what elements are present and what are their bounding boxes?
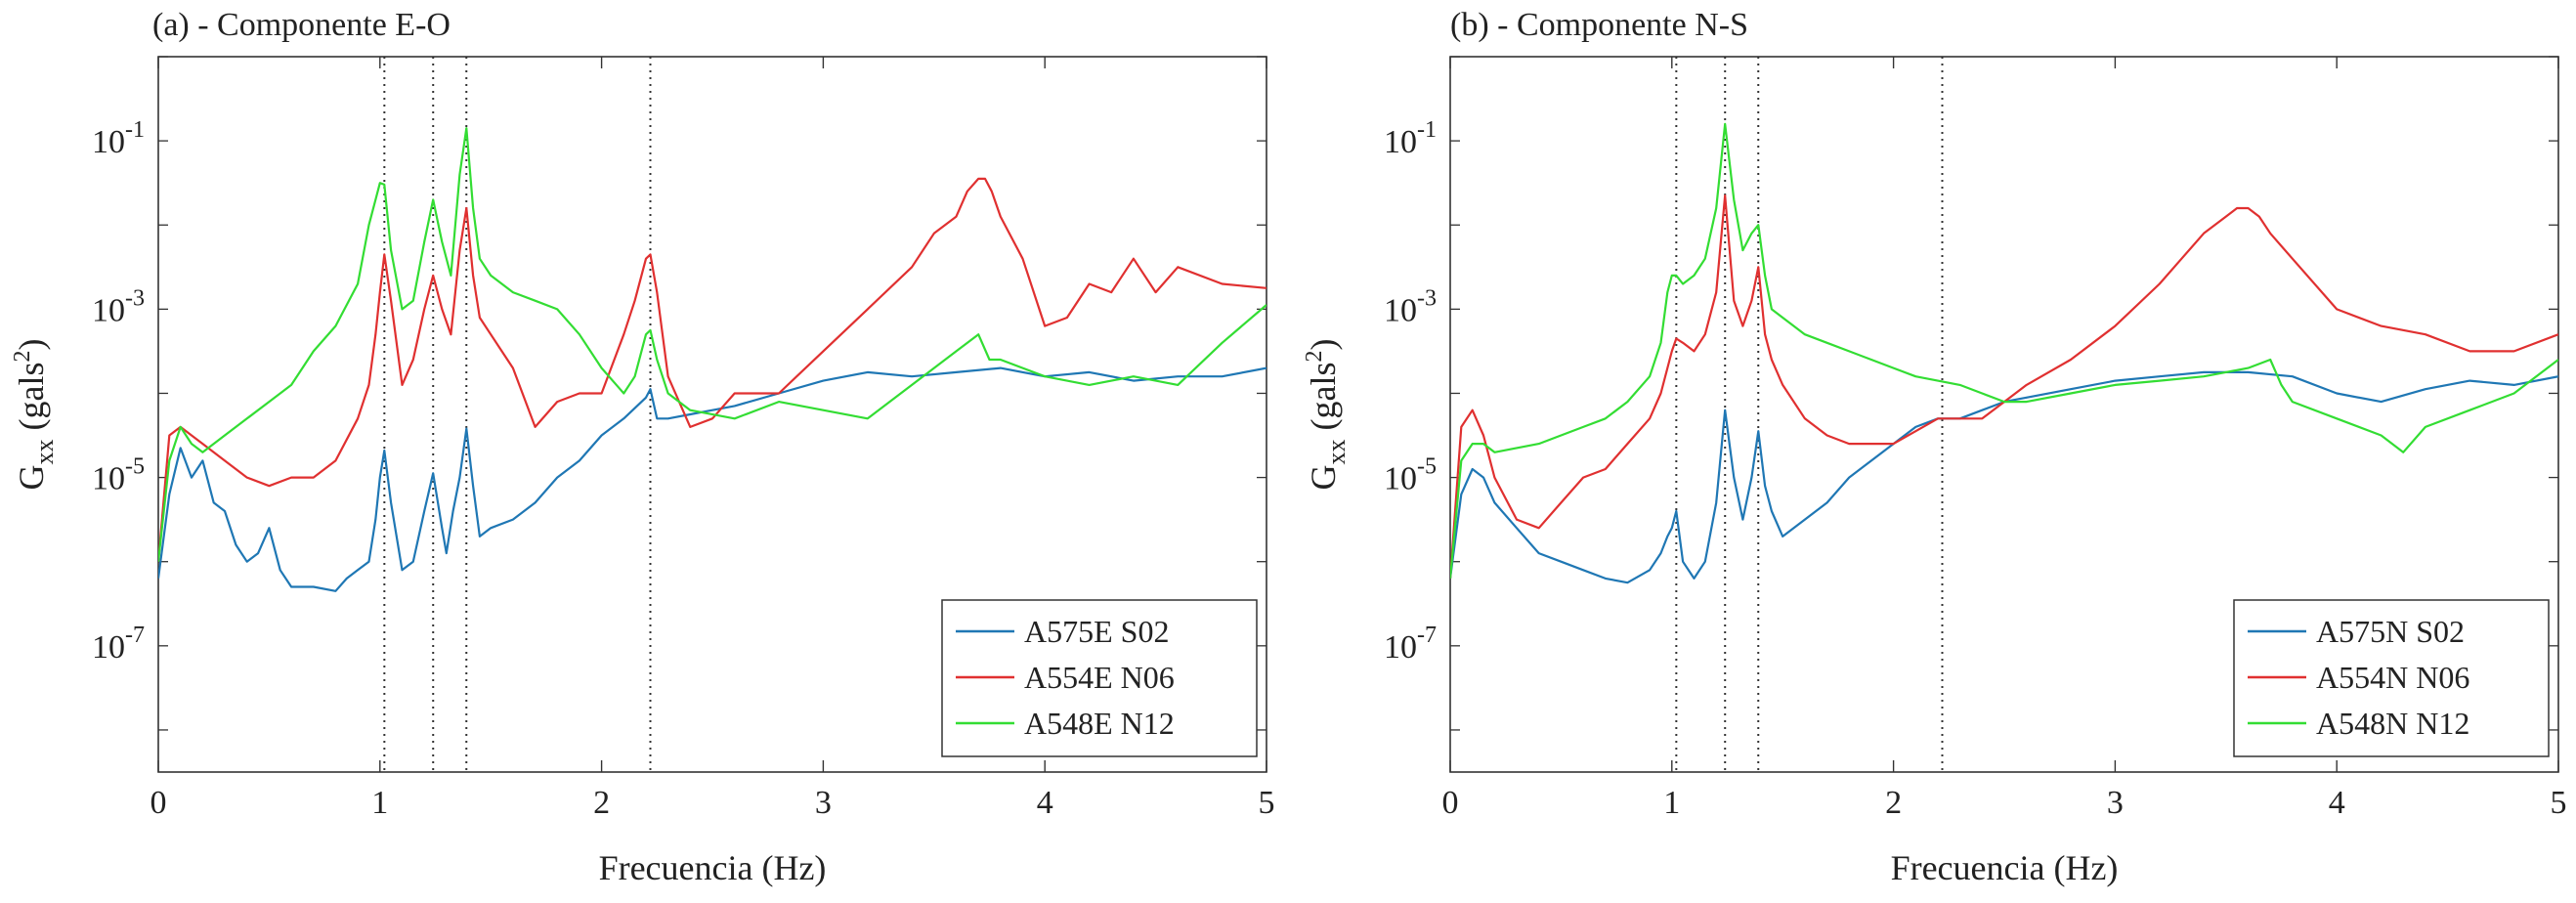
x-tick-label: 2 xyxy=(1885,785,1902,821)
y-axis-label: Gxx (gals2) xyxy=(1302,339,1351,491)
x-tick-label: 0 xyxy=(1442,785,1459,821)
legend-label: A548N N12 xyxy=(2316,706,2469,741)
chart-panel-b: (b) - Componente N-S 0 1 2 3 4 5 10-7 10-5 10-3 10… xyxy=(1302,7,2567,887)
legend-label: A575N S02 xyxy=(2316,614,2465,649)
legend-label: A575E S02 xyxy=(1024,614,1169,649)
y-tick-label: 10-3 xyxy=(92,285,145,328)
legend: A575N S02 A554N N06 A548N N12 xyxy=(2233,599,2550,757)
y-tick-label: 10-7 xyxy=(1384,623,1437,666)
y-tick-label: 10-1 xyxy=(1384,117,1437,160)
series-line-a575e-s02 xyxy=(158,366,1267,592)
chart-title: (a) - Componente E-O xyxy=(152,7,451,43)
x-tick-label: 3 xyxy=(815,785,832,821)
legend-label: A554E N06 xyxy=(1024,660,1175,695)
chart-title: (b) - Componente N-S xyxy=(1450,7,1748,43)
series-line-a554n-n06 xyxy=(1450,194,2558,579)
x-tick-label: 1 xyxy=(371,785,388,821)
y-tick-label: 10-7 xyxy=(92,623,145,666)
plot-frame xyxy=(1449,56,2559,773)
x-tick-label: 5 xyxy=(1259,785,1275,821)
legend-label: A554N N06 xyxy=(2316,660,2469,695)
series-line-a548e-n12 xyxy=(158,127,1267,562)
y-tick-label: 10-5 xyxy=(1384,454,1437,497)
x-tick-label: 3 xyxy=(2107,785,2124,821)
legend: A575E S02 A554E N06 A548E N12 xyxy=(941,599,1258,757)
y-axis-label: Gxx (gals2) xyxy=(10,339,59,491)
x-tick-label: 1 xyxy=(1663,785,1680,821)
y-tick-label: 10-3 xyxy=(1384,285,1437,328)
series-line-a554e-n06 xyxy=(158,177,1267,562)
x-tick-label: 0 xyxy=(150,785,167,821)
x-tick-label: 2 xyxy=(593,785,610,821)
series-line-a575n-s02 xyxy=(1450,370,2558,584)
series-line-a548n-n12 xyxy=(1450,122,2558,580)
x-tick-label: 4 xyxy=(1037,785,1053,821)
plot-frame xyxy=(157,56,1267,773)
x-axis-label: Frecuencia (Hz) xyxy=(1891,848,2119,887)
chart-panel-a: (a) - Componente E-O 0 1 2 3 4 5 10-7 10-5 10-3 10… xyxy=(10,7,1275,887)
x-tick-label: 4 xyxy=(2329,785,2345,821)
y-tick-label: 10-1 xyxy=(92,117,145,160)
x-axis-label: Frecuencia (Hz) xyxy=(599,848,827,887)
legend-label: A548E N12 xyxy=(1024,706,1175,741)
y-tick-label: 10-5 xyxy=(92,454,145,497)
x-tick-label: 5 xyxy=(2551,785,2567,821)
